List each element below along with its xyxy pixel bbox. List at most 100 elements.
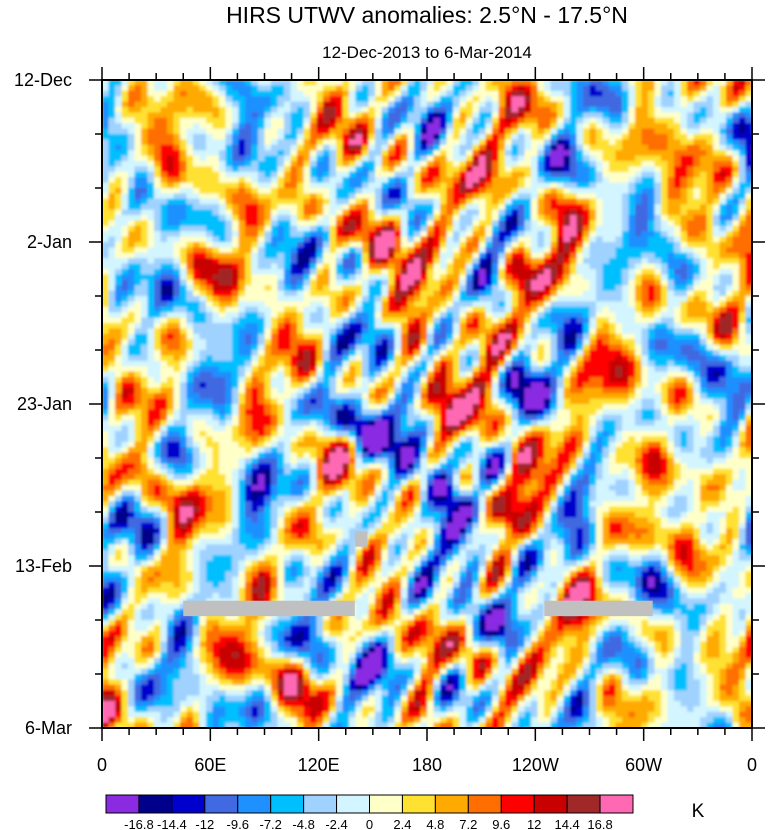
heat-cell <box>284 134 292 140</box>
heat-cell <box>381 155 389 162</box>
heat-cell <box>388 285 396 292</box>
heat-cell <box>394 90 402 97</box>
heat-cell <box>739 128 747 135</box>
heat-cell <box>563 236 571 243</box>
heat-cell <box>472 274 480 281</box>
heat-cell <box>609 236 617 243</box>
heat-cell <box>115 247 123 254</box>
heat-cell <box>570 193 578 200</box>
heat-cell <box>674 101 682 108</box>
heat-cell <box>596 90 604 97</box>
heat-cell <box>128 155 136 162</box>
heat-cell <box>349 96 357 103</box>
heat-cell <box>381 333 389 340</box>
heat-cell <box>173 188 181 194</box>
heat-cell <box>180 220 188 227</box>
heat-cell <box>329 317 337 324</box>
heat-cell <box>485 247 493 254</box>
heat-cell <box>609 90 617 97</box>
heat-cell <box>453 155 461 162</box>
heat-cell <box>719 150 727 157</box>
heat-cell <box>134 263 142 270</box>
heat-cell <box>284 339 292 346</box>
heat-cell <box>323 155 331 162</box>
heat-cell <box>472 166 480 173</box>
heat-cell <box>271 301 279 308</box>
heat-cell <box>297 123 305 130</box>
heat-cell <box>557 107 565 113</box>
heat-cell <box>329 117 337 124</box>
heat-cell <box>667 139 675 146</box>
heat-cell <box>121 328 129 335</box>
heat-cell <box>485 134 493 140</box>
heat-cell <box>310 80 318 86</box>
heat-cell <box>576 96 584 103</box>
heat-cell <box>635 215 643 221</box>
heat-cell <box>628 269 636 275</box>
heat-cell <box>524 215 532 221</box>
heat-cell <box>576 225 584 232</box>
heat-cell <box>602 177 610 184</box>
heat-cell <box>661 328 669 335</box>
heat-cell <box>719 236 727 243</box>
heat-cell <box>167 198 175 205</box>
heat-cell <box>219 101 227 108</box>
heat-cell <box>706 263 714 270</box>
heat-cell <box>609 171 617 178</box>
heat-cell <box>446 128 454 135</box>
heat-cell <box>511 258 519 265</box>
heat-cell <box>121 134 129 140</box>
heat-cell <box>570 242 578 248</box>
heat-cell <box>563 269 571 275</box>
heat-cell <box>732 171 740 178</box>
heat-cell <box>290 193 298 200</box>
heat-cell <box>732 231 740 238</box>
heat-cell <box>622 247 630 254</box>
heat-cell <box>466 317 474 324</box>
heat-cell <box>492 188 500 194</box>
heat-cell <box>518 269 526 275</box>
heat-cell <box>654 252 662 259</box>
heat-cell <box>264 269 272 275</box>
heat-cell <box>544 290 552 297</box>
heat-cell <box>108 90 116 97</box>
heat-cell <box>420 285 428 292</box>
heat-cell <box>641 80 649 86</box>
heat-cell <box>550 150 558 157</box>
heat-cell <box>609 161 617 167</box>
heat-cell <box>466 161 474 167</box>
heat-cell <box>290 155 298 162</box>
heat-cell <box>511 339 519 346</box>
heat-cell <box>368 301 376 308</box>
heat-cell <box>537 85 545 92</box>
heat-cell <box>284 85 292 92</box>
heat-cell <box>212 344 220 351</box>
heat-cell <box>505 155 513 162</box>
heat-cell <box>674 279 682 286</box>
heat-cell <box>661 279 669 286</box>
heat-cell <box>492 317 500 324</box>
heat-cell <box>401 150 409 157</box>
heat-cell <box>206 144 214 151</box>
heat-cell <box>154 144 162 151</box>
heat-cell <box>141 269 149 275</box>
heat-cell <box>524 220 532 227</box>
heat-cell <box>414 155 422 162</box>
heat-cell <box>206 150 214 157</box>
heat-cell <box>108 166 116 173</box>
heat-cell <box>303 285 311 292</box>
heat-cell <box>303 306 311 313</box>
heat-cell <box>687 225 695 232</box>
heat-cell <box>349 134 357 140</box>
heat-cell <box>336 188 344 194</box>
heat-cell <box>524 317 532 324</box>
heat-cell <box>180 279 188 286</box>
heat-cell <box>277 306 285 313</box>
heat-cell <box>401 177 409 184</box>
heat-cell <box>290 177 298 184</box>
heat-cell <box>492 323 500 329</box>
heat-cell <box>186 296 194 302</box>
heat-cell <box>407 171 415 178</box>
heat-cell <box>570 182 578 189</box>
heat-cell <box>232 128 240 135</box>
